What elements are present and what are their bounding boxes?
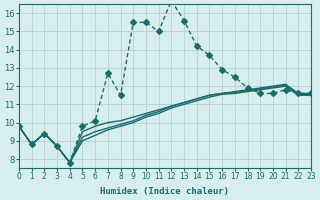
X-axis label: Humidex (Indice chaleur): Humidex (Indice chaleur): [100, 187, 229, 196]
